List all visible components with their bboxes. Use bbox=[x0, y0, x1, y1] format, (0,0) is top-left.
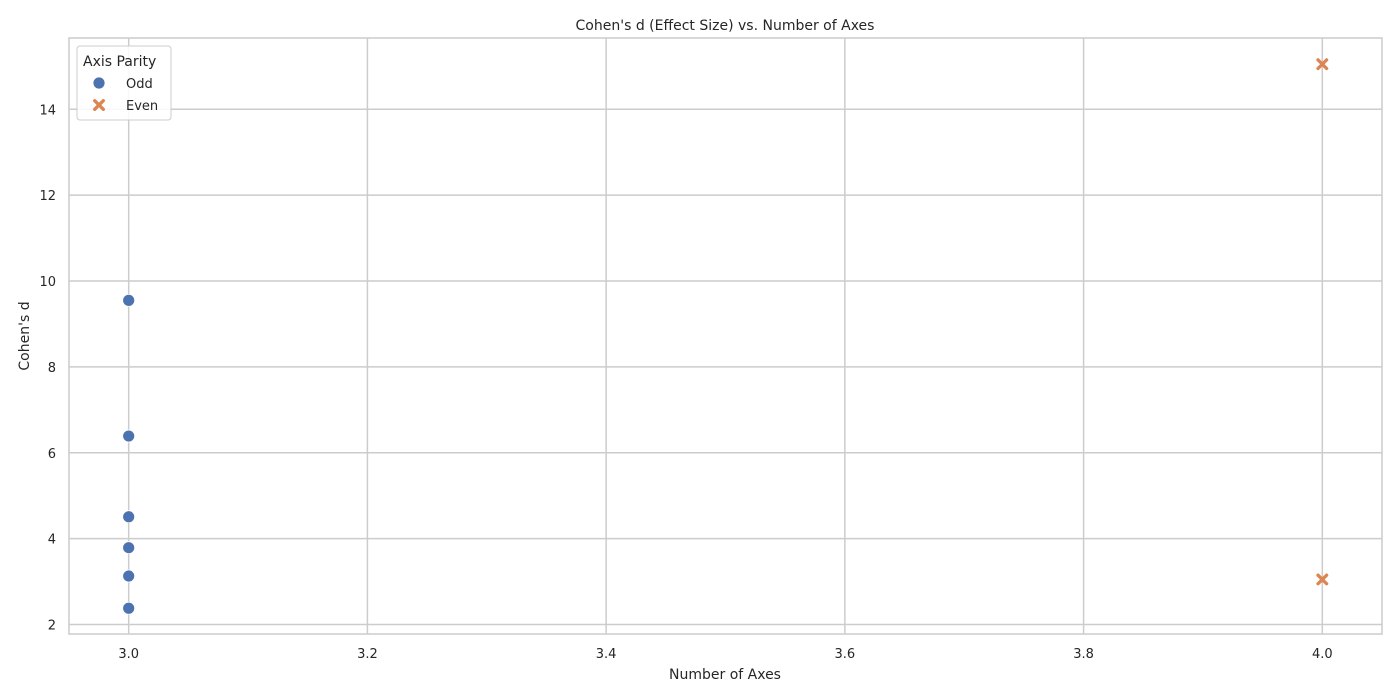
x-tick-label: 4.0 bbox=[1312, 647, 1333, 662]
marker-stroke bbox=[1316, 573, 1329, 586]
chart-title: Cohen's d (Effect Size) vs. Number of Ax… bbox=[576, 18, 875, 34]
odd-point bbox=[122, 429, 136, 443]
x-tick-label: 3.8 bbox=[1073, 647, 1094, 662]
odd-point bbox=[122, 601, 136, 615]
legend-label: Odd bbox=[126, 77, 153, 92]
marker-stroke bbox=[93, 99, 105, 111]
y-axis-label: Cohen's d bbox=[17, 301, 33, 370]
legend-odd-marker bbox=[92, 76, 106, 90]
legend-items: Odd Even bbox=[92, 76, 158, 114]
y-tick-label: 10 bbox=[39, 275, 56, 290]
y-tick-label: 8 bbox=[48, 361, 56, 376]
plot-frame bbox=[68, 37, 1383, 635]
x-tick-label: 3.0 bbox=[118, 647, 139, 662]
x-tick-label: 3.4 bbox=[596, 647, 617, 662]
legend: Axis Parity Odd Even bbox=[76, 45, 172, 121]
odd-point bbox=[122, 510, 136, 524]
legend-title: Axis Parity bbox=[83, 54, 156, 70]
data-points bbox=[122, 58, 1329, 615]
y-tick-label: 14 bbox=[39, 103, 56, 118]
even-point bbox=[1316, 573, 1329, 586]
odd-point bbox=[122, 569, 136, 583]
legend-label: Even bbox=[126, 99, 158, 114]
odd-point bbox=[122, 541, 136, 555]
marker-stroke bbox=[1316, 58, 1329, 71]
axis-ticks: 3.0 3.2 3.4 3.6 3.8 4.0 2 4 6 8 10 12 14 bbox=[39, 103, 1332, 662]
y-tick-label: 6 bbox=[48, 447, 56, 462]
even-point bbox=[1316, 58, 1329, 71]
legend-item-even: Even bbox=[93, 99, 158, 114]
legend-item-odd: Odd bbox=[92, 76, 153, 92]
x-axis-label: Number of Axes bbox=[669, 667, 781, 683]
y-tick-label: 12 bbox=[39, 189, 56, 204]
series-even bbox=[1316, 58, 1329, 586]
x-tick-label: 3.2 bbox=[357, 647, 378, 662]
x-tick-label: 3.6 bbox=[835, 647, 856, 662]
y-tick-label: 4 bbox=[48, 533, 56, 548]
y-tick-label: 2 bbox=[48, 619, 56, 634]
series-odd bbox=[122, 293, 136, 615]
legend-even-marker bbox=[93, 99, 105, 111]
odd-point bbox=[122, 293, 136, 307]
grid-lines bbox=[69, 38, 1382, 634]
